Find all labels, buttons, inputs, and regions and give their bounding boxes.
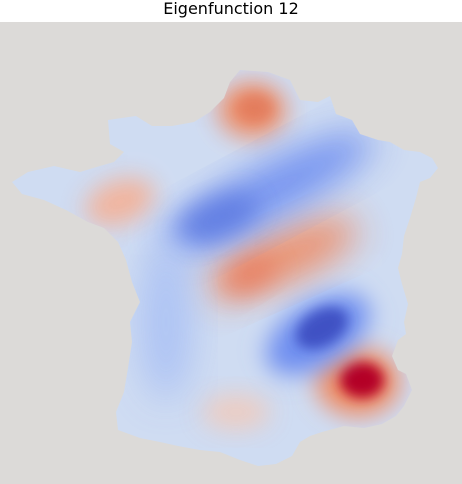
warm-lobe-north-core bbox=[237, 94, 273, 122]
cool-band-north-core bbox=[178, 193, 258, 243]
cool-band-west bbox=[140, 244, 192, 400]
warm-lobe-southeast-peak bbox=[340, 362, 384, 398]
warm-lobe-west bbox=[85, 177, 155, 227]
warm-lobe-center-core bbox=[224, 254, 276, 294]
eigenfunction-heatmap bbox=[0, 22, 462, 484]
heatmap-svg bbox=[0, 22, 462, 484]
warm-lobe-south bbox=[202, 394, 270, 430]
figure-title: Eigenfunction 12 bbox=[163, 0, 299, 18]
cool-lobe-southeast-core bbox=[296, 307, 348, 349]
